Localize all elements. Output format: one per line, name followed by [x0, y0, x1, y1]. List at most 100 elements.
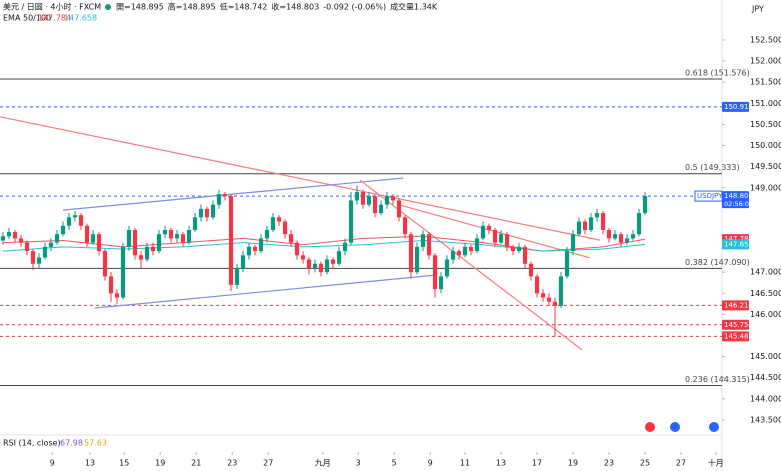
- price-tag-label: 150.917: [724, 103, 753, 111]
- candle-body: [564, 251, 570, 277]
- candle-body: [342, 242, 348, 252]
- candle-body: [240, 255, 246, 268]
- candle-body: [78, 215, 84, 226]
- candle-body: [300, 255, 306, 260]
- y-tick-label: 151.000: [750, 99, 781, 108]
- trendline: [0, 116, 601, 241]
- y-tick-label: 145.000: [750, 352, 781, 361]
- candle-body: [42, 246, 48, 258]
- ema50-value: 147.784: [38, 14, 71, 23]
- y-tick-label: 143.500: [750, 415, 781, 424]
- candle-body: [120, 246, 126, 298]
- x-tick-label: 17: [532, 459, 542, 468]
- last-name: USDJPY: [697, 192, 723, 200]
- candle-body: [420, 234, 426, 247]
- header-field: 收=148.803: [271, 2, 319, 12]
- x-tick-label: 19: [568, 459, 578, 468]
- rsi-label: RSI (14, close): [3, 439, 61, 448]
- candle-body: [168, 229, 174, 239]
- level-label: 0.236 (144.315): [685, 375, 750, 384]
- y-tick-label: 146.000: [750, 310, 781, 319]
- price-tag-label: 145.754: [724, 321, 753, 329]
- candle-body: [522, 246, 528, 264]
- candle-body: [516, 246, 522, 252]
- candle-body: [36, 257, 42, 264]
- level-label: 0.618 (151.576): [685, 68, 750, 77]
- rsi-ma-value: 57.63: [84, 439, 107, 448]
- candle-body: [276, 217, 282, 222]
- y-tick-label: 146.500: [750, 289, 781, 298]
- price-tag-label: 147.658: [724, 240, 753, 248]
- candle-body: [54, 234, 60, 243]
- candle-body: [204, 208, 210, 218]
- candle-body: [480, 225, 486, 239]
- price-tag-label: 146.214: [724, 301, 753, 309]
- candle-body: [630, 234, 636, 239]
- candle-body: [126, 229, 132, 247]
- x-tick-label: 15: [119, 459, 129, 468]
- y-tick-label: 147.000: [750, 268, 781, 277]
- candle-body: [132, 229, 138, 256]
- candle-body: [102, 251, 108, 277]
- price-tag: [722, 239, 749, 250]
- last-price: 148.803: [724, 192, 753, 200]
- y-tick-label: 144.500: [750, 373, 781, 382]
- candle-body: [192, 217, 198, 230]
- candle-body: [114, 293, 120, 298]
- candle-body: [222, 194, 228, 197]
- candle-body: [642, 196, 648, 214]
- candle-body: [108, 276, 114, 294]
- candle-body: [546, 297, 552, 302]
- price-tag: [722, 101, 749, 112]
- candle-body: [210, 204, 216, 218]
- candle-body: [408, 234, 414, 273]
- candle-body: [150, 246, 156, 252]
- x-tick-label: 5: [392, 459, 397, 468]
- candle-body: [390, 196, 396, 201]
- candle-body: [384, 196, 390, 205]
- candle-body: [138, 255, 144, 260]
- candle-body: [594, 213, 600, 218]
- ema-line: [2, 239, 646, 252]
- x-tick-label: 27: [676, 459, 686, 468]
- candle-body: [600, 213, 606, 230]
- candle-body: [348, 200, 354, 243]
- candle-body: [48, 242, 54, 247]
- candle-body: [144, 246, 150, 260]
- candle-body: [6, 232, 12, 237]
- event-icons: [645, 422, 719, 432]
- candle-body: [504, 234, 510, 247]
- candle-body: [498, 234, 504, 243]
- header-field: 成交量1.34K: [390, 2, 438, 12]
- y-tick-label: 150.000: [750, 141, 781, 150]
- candle-body: [84, 225, 90, 243]
- candle-body: [396, 200, 402, 218]
- status-dot: [105, 4, 111, 10]
- candle-body: [444, 259, 450, 277]
- candle-body: [228, 196, 234, 285]
- y-tick-label: 144.000: [750, 394, 781, 403]
- candle-body: [162, 229, 168, 235]
- candle-body: [246, 246, 252, 256]
- header-field: 高=148.895: [168, 2, 216, 12]
- candle-body: [312, 263, 318, 268]
- candle-body: [288, 234, 294, 243]
- candle-body: [330, 259, 336, 264]
- y-tick-label: 152.500: [750, 35, 781, 44]
- header-field: 開=148.895: [116, 3, 164, 12]
- candle-body: [216, 194, 222, 205]
- candle-body: [270, 217, 276, 230]
- x-tick-label: 九月: [315, 459, 331, 468]
- candle-body: [426, 234, 432, 256]
- price-tag-label: 145.481: [724, 332, 753, 340]
- candle-body: [486, 225, 492, 230]
- header: 美元 / 日圆 · 4小时 · FXCM: [3, 2, 111, 12]
- x-tick-label: 27: [263, 459, 273, 468]
- candle-body: [156, 234, 162, 252]
- candle-body: [360, 191, 366, 205]
- candle-body: [258, 238, 264, 252]
- y-tick-label: 151.500: [750, 78, 781, 87]
- header-field: 低=148.742: [220, 2, 268, 12]
